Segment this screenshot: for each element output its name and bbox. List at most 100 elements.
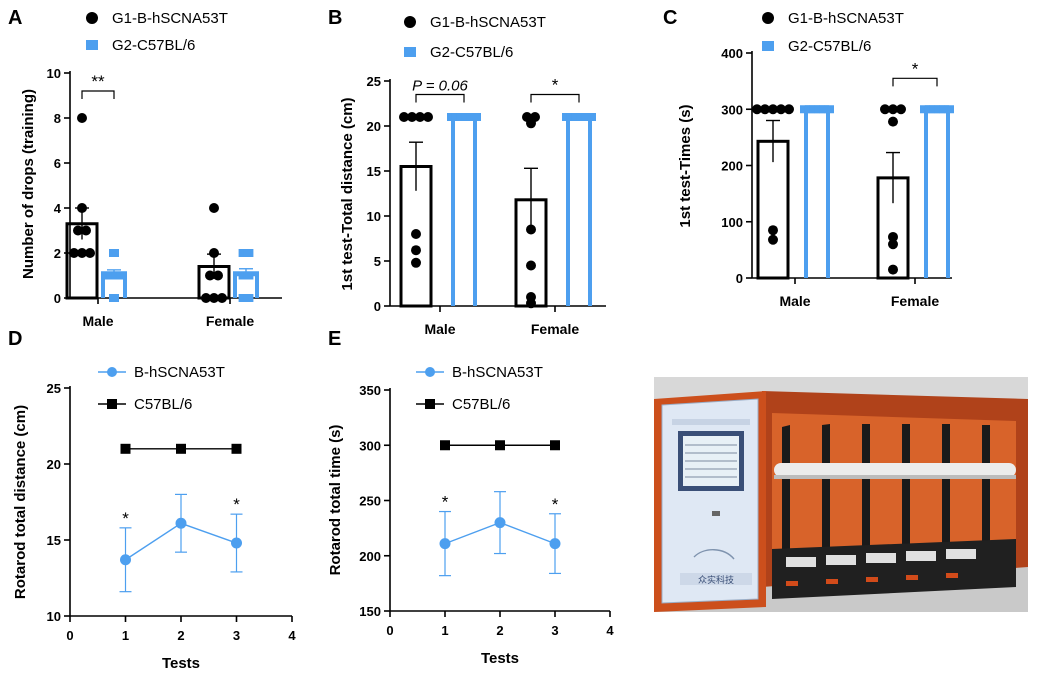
y-tick-label-C: 0 bbox=[736, 271, 743, 286]
x-tick-label-D: 0 bbox=[66, 628, 73, 643]
y-axis-label-A: Number of drops (training) bbox=[20, 89, 37, 279]
x-axis-label-D: Tests bbox=[162, 655, 200, 672]
x-tick-label-D: 1 bbox=[122, 628, 129, 643]
sig-bracket-A bbox=[81, 90, 115, 99]
point-C-g1 bbox=[768, 104, 778, 115]
point-E-blue bbox=[494, 517, 506, 529]
sig-bracket-C bbox=[892, 77, 938, 87]
point-B-g1 bbox=[423, 112, 433, 122]
x-tick-label-E: 1 bbox=[441, 623, 448, 638]
y-tick-label-A: 2 bbox=[54, 246, 61, 261]
y-tick-label-B: 5 bbox=[374, 254, 381, 269]
legend-marker-g1 bbox=[86, 12, 98, 24]
point-C-g1 bbox=[760, 104, 770, 115]
legend-marker-g2 bbox=[86, 40, 98, 50]
y-tick-label-A: 8 bbox=[54, 111, 61, 126]
bar-C-g2-Male bbox=[826, 109, 830, 278]
legend-marker-blue bbox=[425, 367, 435, 377]
point-A-g1 bbox=[77, 203, 87, 213]
legend-label-g2: G2-C57BL/6 bbox=[430, 44, 513, 61]
x-tick-label-E: 3 bbox=[551, 623, 558, 638]
point-B-g1 bbox=[411, 257, 421, 268]
point-E-blue bbox=[549, 538, 561, 550]
point-C-g1 bbox=[880, 104, 890, 115]
y-tick-label-E: 350 bbox=[359, 383, 381, 398]
point-B-g2 bbox=[586, 113, 596, 121]
legend-label-black: C57BL/6 bbox=[134, 396, 192, 413]
x-tick-label-D: 4 bbox=[288, 628, 296, 643]
y-axis-label-E: Rotarod total time (s) bbox=[327, 425, 344, 576]
panel-label-E: E bbox=[328, 328, 341, 350]
bar-B-g2-Female bbox=[588, 117, 592, 306]
x-tick-label-B: Female bbox=[531, 321, 579, 337]
rotarod-device-photo: 众实科技 bbox=[654, 377, 1028, 612]
point-C-g2 bbox=[944, 105, 954, 114]
point-A-g1 bbox=[213, 270, 223, 281]
legend-label-g2: G2-C57BL/6 bbox=[112, 37, 195, 54]
y-tick-label-A: 10 bbox=[47, 66, 61, 81]
point-B-g1 bbox=[407, 112, 417, 122]
point-B-g1 bbox=[526, 260, 536, 271]
x-tick-label-E: 4 bbox=[606, 623, 614, 638]
x-tick-label-E: 2 bbox=[496, 623, 503, 638]
y-tick-label-B: 15 bbox=[367, 164, 381, 179]
point-E-blue bbox=[439, 538, 451, 550]
legend-label-blue: B-hSCNA53T bbox=[134, 364, 225, 381]
point-D-blue bbox=[120, 554, 131, 566]
panel-label-B: B bbox=[328, 7, 342, 29]
bar-B-g2-Male bbox=[451, 117, 455, 306]
point-B-g1 bbox=[399, 112, 409, 122]
legend-marker-black bbox=[425, 399, 435, 409]
sig-label-B: P = 0.06 bbox=[412, 78, 468, 95]
y-tick-label-D: 20 bbox=[47, 457, 61, 472]
point-B-g2 bbox=[471, 113, 481, 121]
point-A-g2 bbox=[243, 271, 254, 280]
legend-marker-blue bbox=[107, 367, 117, 377]
point-B-g1 bbox=[526, 298, 536, 309]
bar-A-g2-Male bbox=[123, 273, 127, 298]
legend-marker-g2 bbox=[762, 41, 774, 51]
y-tick-label-D: 15 bbox=[47, 533, 61, 548]
sig-label-A: ** bbox=[91, 72, 105, 91]
point-C-g1 bbox=[888, 264, 898, 275]
bar-A-g2-Male bbox=[101, 273, 105, 298]
y-tick-label-C: 200 bbox=[721, 159, 743, 174]
x-axis-label-E: Tests bbox=[481, 650, 519, 667]
sig-bracket-B bbox=[530, 93, 580, 103]
point-A-g1 bbox=[81, 225, 91, 236]
legend-marker-g1 bbox=[762, 12, 774, 24]
y-tick-label-B: 0 bbox=[374, 299, 381, 314]
point-D-blue bbox=[175, 517, 187, 529]
point-A-g2 bbox=[116, 271, 127, 280]
point-C-g1 bbox=[752, 104, 762, 115]
legend-label-g1: G1-B-hSCNA53T bbox=[112, 10, 228, 27]
panel-label-A: A bbox=[8, 7, 22, 29]
bar-C-g2-Male bbox=[804, 109, 808, 278]
point-A-g1 bbox=[209, 203, 219, 213]
point-D-black bbox=[176, 443, 186, 454]
bar-A-g2-Female bbox=[255, 273, 259, 298]
y-axis-label-B: 1st test-Total distance (cm) bbox=[339, 97, 356, 290]
legend-marker-g2 bbox=[404, 47, 416, 57]
point-C-g1 bbox=[896, 104, 906, 115]
device-label: 众实科技 bbox=[698, 574, 734, 586]
y-tick-label-E: 300 bbox=[359, 438, 381, 453]
point-A-g2 bbox=[243, 294, 254, 302]
point-A-g2 bbox=[109, 249, 119, 257]
y-tick-label-D: 25 bbox=[47, 381, 61, 396]
legend-marker-black bbox=[107, 399, 117, 409]
point-B-g1 bbox=[530, 112, 540, 122]
legend-label-g1: G1-B-hSCNA53T bbox=[430, 14, 546, 31]
sig-bracket-B bbox=[415, 93, 465, 103]
point-E-black bbox=[495, 440, 505, 451]
y-tick-label-B: 25 bbox=[367, 74, 381, 89]
point-A-g2 bbox=[109, 294, 119, 302]
bar-C-g2-Female bbox=[946, 109, 950, 278]
legend-label-g1: G1-B-hSCNA53T bbox=[788, 10, 904, 27]
sig-label-B: * bbox=[552, 76, 559, 95]
bar-C-g2-Female bbox=[924, 109, 928, 278]
point-D-black bbox=[231, 443, 242, 454]
x-tick-label-B: Male bbox=[424, 321, 455, 337]
sig-label-C: * bbox=[912, 59, 919, 78]
